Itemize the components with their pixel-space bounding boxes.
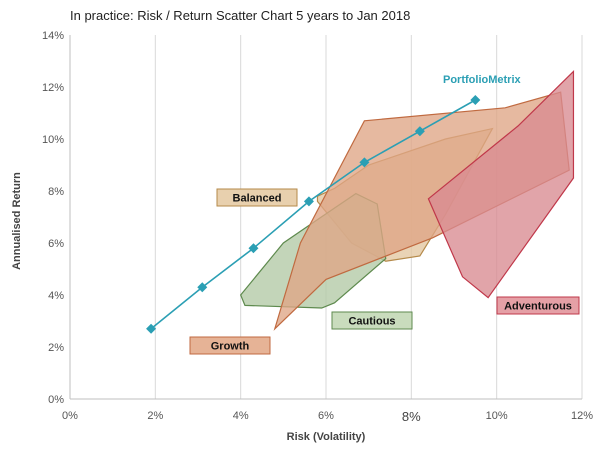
series-name-label: PortfolioMetrix	[443, 74, 521, 86]
data-point-marker	[359, 157, 370, 168]
portfoliometrix-series: PortfolioMetrix	[146, 74, 521, 334]
label-box-adventurous	[496, 296, 580, 315]
data-point-marker	[470, 95, 481, 105]
axes: 0% 2% 4% 6% 8% 10% 12% 0% 2% 4% 6% 8% 10% 12% 14%	[42, 30, 593, 424]
y-tick-label: 8%	[48, 186, 64, 198]
data-point-marker	[248, 243, 259, 254]
label-balanced: Balanced	[233, 193, 282, 205]
x-tick-label: 10%	[486, 410, 508, 422]
x-tick-label: 6%	[318, 410, 334, 422]
label-box-cautious	[331, 311, 413, 330]
data-point-marker	[414, 126, 425, 137]
x-tick-label: 8%	[402, 409, 421, 424]
label-adventurous: Adventurous	[504, 301, 572, 313]
y-tick-label: 14%	[42, 30, 64, 42]
label-box-balanced	[216, 188, 298, 207]
label-growth: Growth	[211, 341, 250, 353]
label-cautious: Cautious	[348, 316, 395, 328]
data-point-marker	[146, 323, 157, 334]
risk-profile-regions	[239, 69, 575, 331]
data-point-marker	[303, 196, 314, 207]
region-adventurous	[427, 69, 575, 299]
region-labels: Balanced Cautious Growth Adventurous	[189, 188, 580, 355]
y-tick-label: 6%	[48, 238, 64, 250]
x-tick-label: 0%	[62, 410, 78, 422]
label-box-growth	[189, 336, 271, 355]
x-tick-label: 2%	[147, 410, 163, 422]
y-tick-label: 2%	[48, 342, 64, 354]
y-tick-label: 0%	[48, 394, 64, 406]
y-tick-label: 10%	[42, 134, 64, 146]
y-tick-label: 4%	[48, 290, 64, 302]
y-axis-label: Annualised Return	[11, 172, 23, 270]
data-point-marker	[197, 282, 208, 293]
chart-title: In practice: Risk / Return Scatter Chart…	[70, 8, 410, 23]
x-tick-label: 4%	[233, 410, 249, 422]
x-axis-label: Risk (Volatility)	[287, 431, 366, 443]
y-tick-label: 12%	[42, 82, 64, 94]
x-tick-label: 12%	[571, 410, 593, 422]
